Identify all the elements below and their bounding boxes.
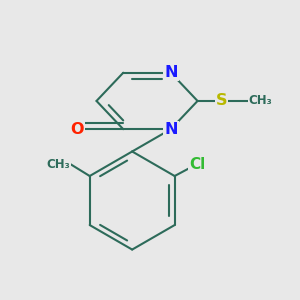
Text: Cl: Cl bbox=[189, 157, 205, 172]
Text: S: S bbox=[216, 94, 227, 109]
Text: CH₃: CH₃ bbox=[248, 94, 272, 107]
Text: N: N bbox=[164, 122, 178, 137]
Text: CH₃: CH₃ bbox=[46, 158, 70, 171]
Text: N: N bbox=[164, 65, 178, 80]
Text: O: O bbox=[70, 122, 84, 137]
